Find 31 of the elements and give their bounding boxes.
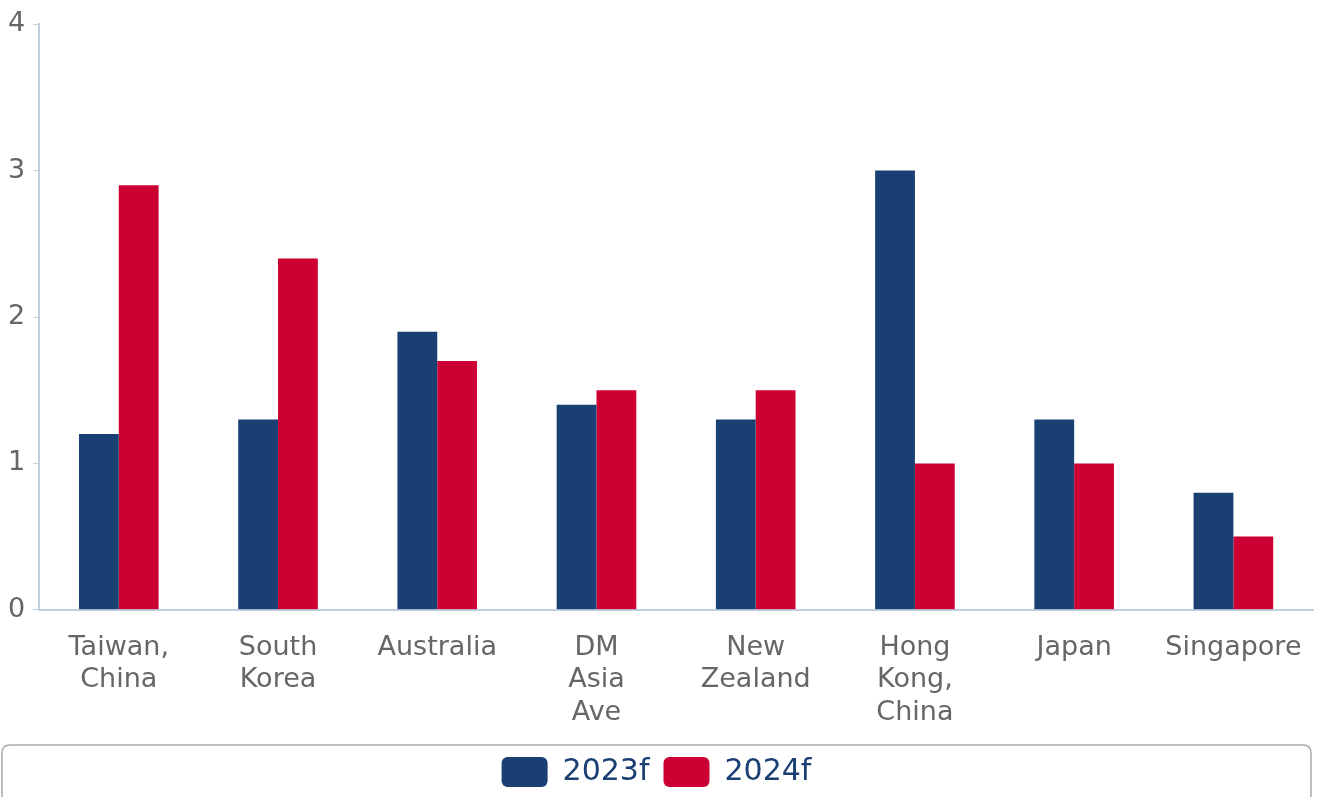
legend-label: 2024f <box>724 751 813 787</box>
bar <box>118 185 159 610</box>
bar <box>437 360 478 610</box>
bar <box>78 434 119 610</box>
bar <box>397 331 438 610</box>
y-tick-label: 4 <box>7 6 26 38</box>
y-tick-label: 1 <box>7 445 26 477</box>
bar <box>875 170 915 610</box>
x-tick-label: Australia <box>377 630 497 662</box>
bar <box>914 463 955 610</box>
bar <box>1074 463 1114 610</box>
x-tick-label: New Zealand <box>700 630 811 694</box>
y-tick-label: 0 <box>7 591 26 623</box>
bar <box>1034 419 1075 610</box>
bar <box>556 404 597 610</box>
x-tick-label: DM Asia Ave <box>568 630 625 726</box>
y-tick-label: 2 <box>7 299 26 331</box>
bar <box>715 419 756 610</box>
x-tick-label: Singapore <box>1165 630 1302 662</box>
bar <box>238 419 279 610</box>
x-tick-label: Hong Kong, China <box>876 630 954 726</box>
x-tick-label: Taiwan, China <box>67 630 169 694</box>
x-tick-label: South Korea <box>238 630 318 694</box>
bar <box>755 390 796 610</box>
bar <box>1193 492 1234 610</box>
bar <box>278 258 318 610</box>
bar <box>1233 536 1274 610</box>
legend-label: 2023f <box>562 751 651 787</box>
bar <box>596 390 637 610</box>
y-tick-label: 3 <box>7 152 26 184</box>
x-tick-label: Japan <box>1034 630 1112 662</box>
